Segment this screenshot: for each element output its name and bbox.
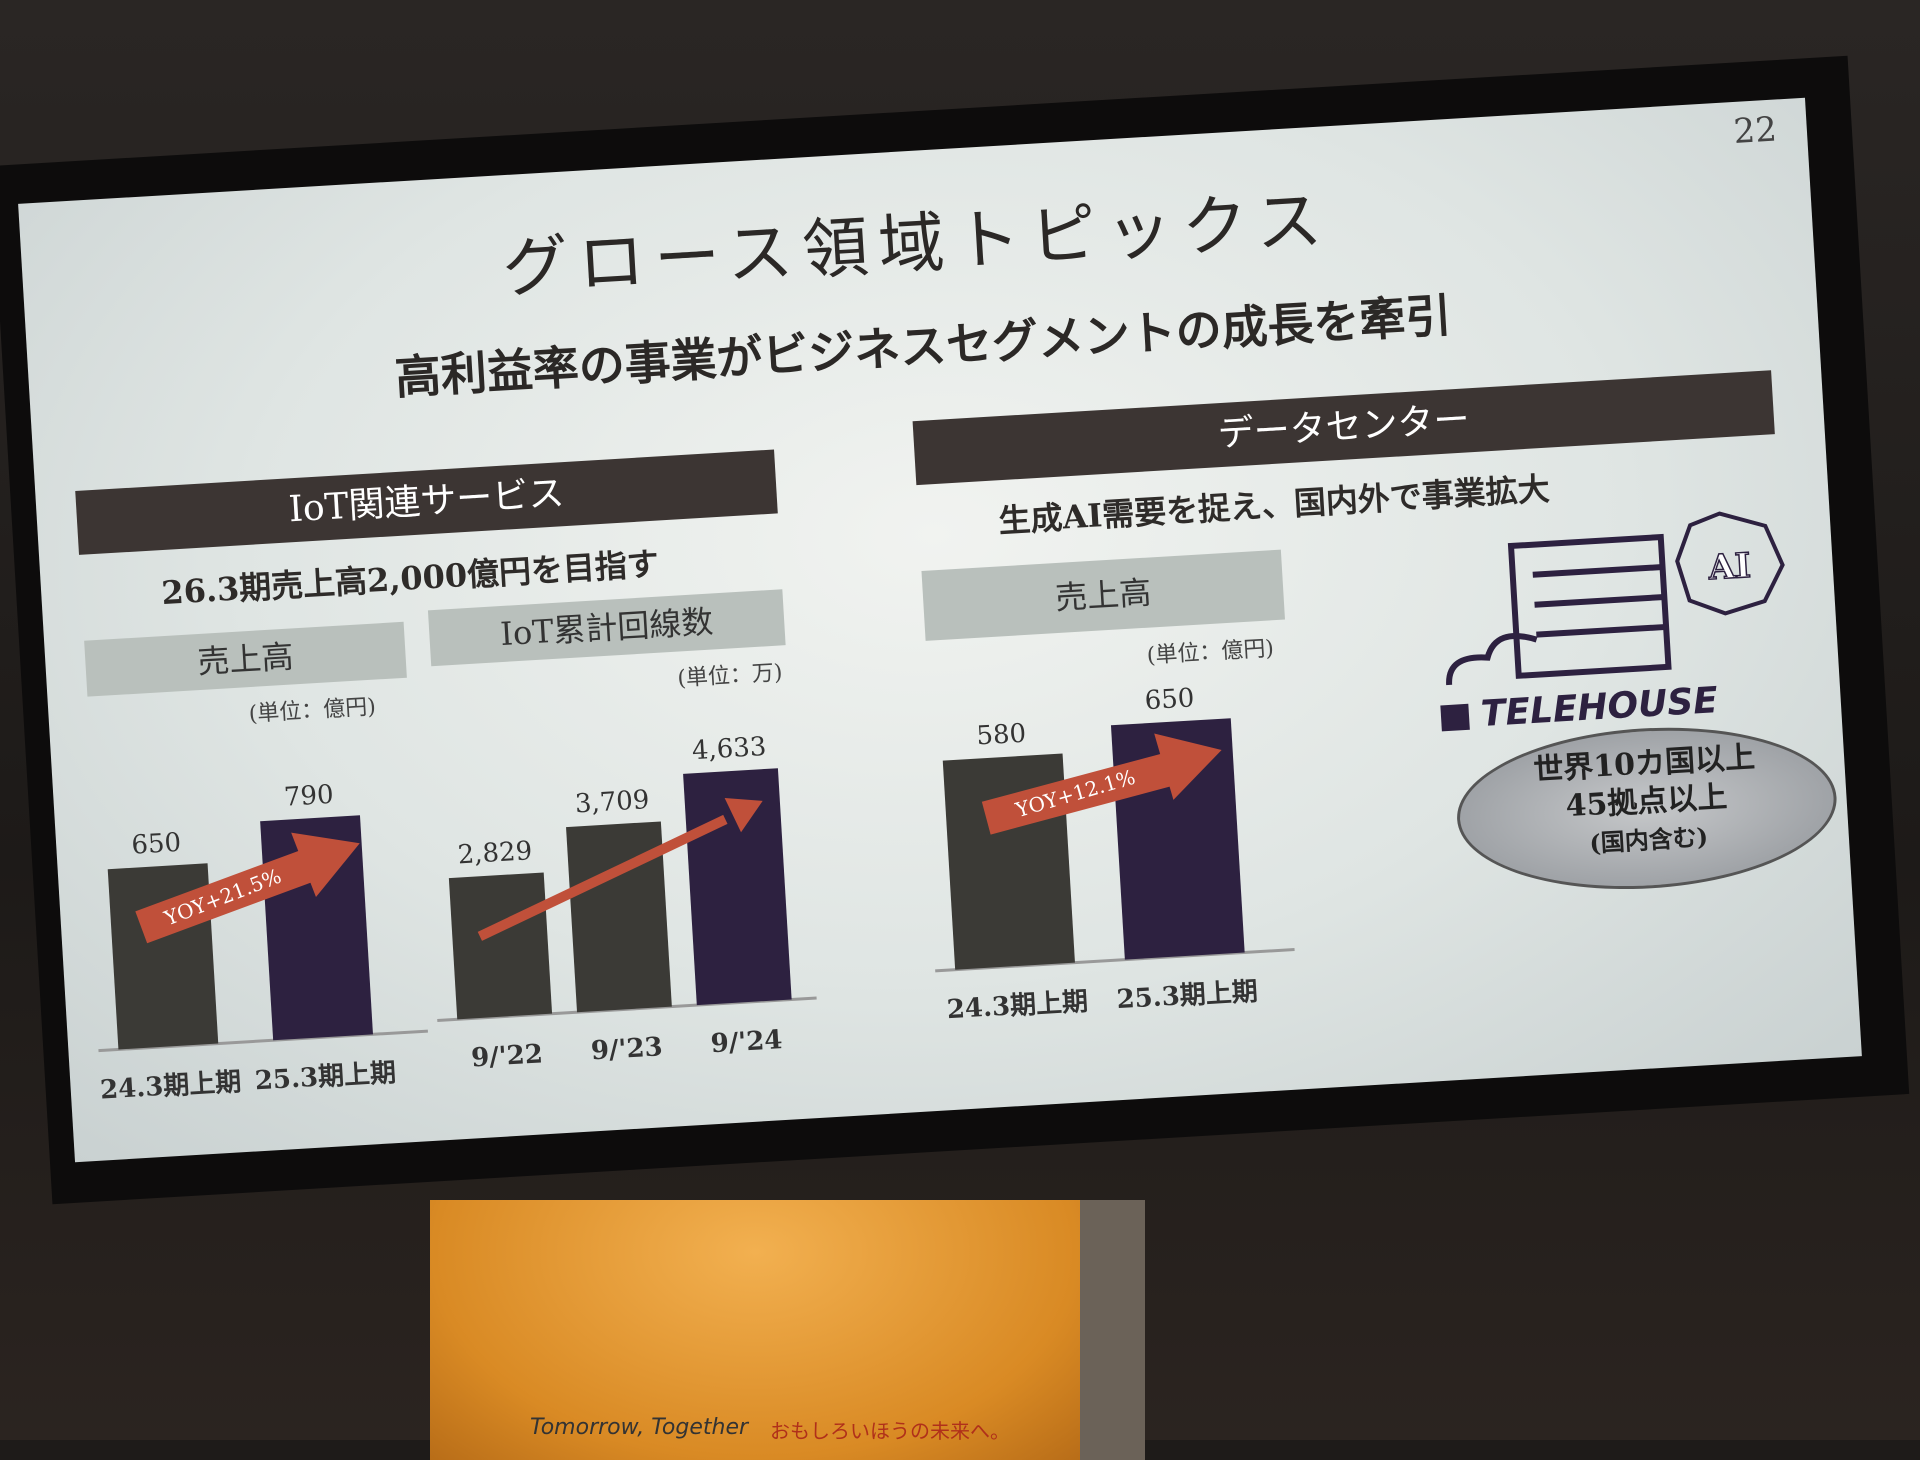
bar-value-label: 790 xyxy=(283,780,334,813)
arrow-head-icon xyxy=(291,832,360,898)
podium-side xyxy=(1075,1200,1145,1460)
datacenter-header: データセンター xyxy=(912,370,1775,486)
bar-value-label: 4,633 xyxy=(691,732,767,766)
iot-revenue-label: 売上高 xyxy=(84,621,407,697)
category-label: 25.3期上期 xyxy=(254,1058,397,1096)
category-label: 24.3期上期 xyxy=(946,987,1089,1025)
svg-text:AI: AI xyxy=(1706,546,1752,588)
global-footprint-badge: 世界10カ国以上 45拠点以上 (国内含む) xyxy=(1452,717,1842,900)
bar xyxy=(566,821,672,1013)
bar-value-label: 580 xyxy=(976,719,1027,752)
charts: 65024.3期上期79025.3期上期YOY+21.5%2,8299/'223… xyxy=(98,683,1295,1106)
arrow-head-icon xyxy=(1154,733,1222,800)
bar-value-label: 2,829 xyxy=(457,836,533,870)
growth-arrow xyxy=(981,753,1171,835)
telehouse-logo: AI TELEHOUSE xyxy=(1440,511,1785,735)
bar-value-label: 650 xyxy=(1144,683,1195,716)
category-label: 9/'24 xyxy=(710,1025,783,1059)
bar-value-label: 3,709 xyxy=(574,785,650,819)
category-label: 9/'22 xyxy=(470,1039,543,1073)
category-label: 24.3期上期 xyxy=(99,1067,242,1105)
ai-icon: AI xyxy=(1675,511,1785,616)
bar-value-label: 650 xyxy=(131,828,182,861)
bar xyxy=(448,872,553,1020)
category-label: 9/'23 xyxy=(590,1032,663,1066)
growth-arrow xyxy=(135,850,311,944)
arrow-head-icon xyxy=(724,798,763,833)
building-icon xyxy=(1446,533,1672,686)
iot-lines-label: IoT累計回線数 xyxy=(427,589,786,667)
telehouse-wordmark: TELEHOUSE xyxy=(1480,680,1720,735)
category-label: 25.3期上期 xyxy=(1116,977,1259,1015)
podium-slogan-jp: おもしろいほうの未来へ。 xyxy=(770,1419,1010,1443)
growth-arrow xyxy=(477,814,728,941)
podium-slogan-en: Tomorrow, Together xyxy=(530,1415,749,1440)
iot-header: IoT関連サービス xyxy=(75,449,778,555)
podium: Tomorrow, Together おもしろいほうの未来へ。 xyxy=(430,1200,1080,1460)
slide: 22 グロース領域トピックス 高利益率の事業がビジネスセグメントの成長を牽引 I… xyxy=(18,97,1862,1163)
telehouse-mark-icon xyxy=(1440,703,1470,732)
dc-revenue-label: 売上高 xyxy=(921,549,1285,641)
